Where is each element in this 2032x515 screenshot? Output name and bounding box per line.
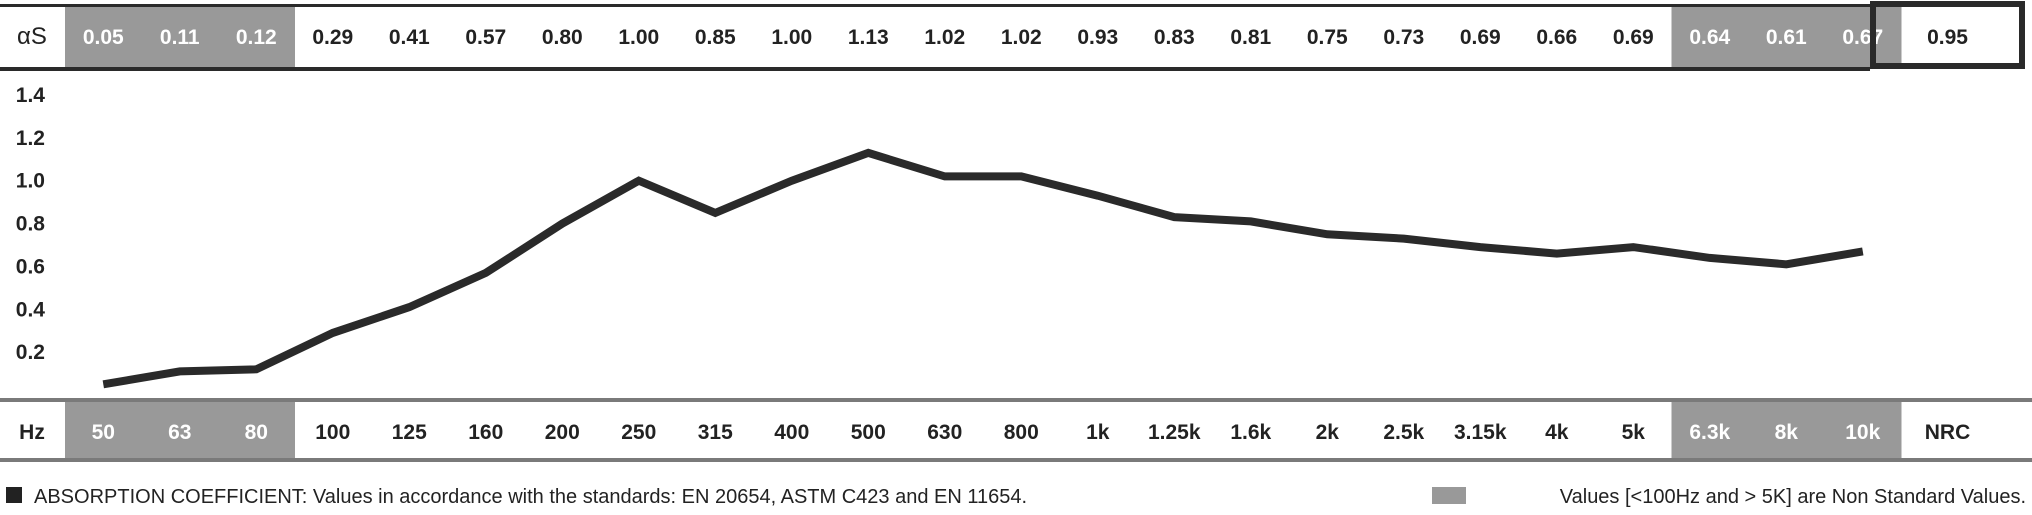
frequency-tick-label: 200 [545, 421, 580, 444]
y-tick-label: 1.2 [16, 127, 45, 150]
frequency-tick-label: 125 [392, 421, 427, 444]
top-row-lower-border [0, 67, 1870, 71]
alpha-value-label: 0.73 [1383, 26, 1424, 49]
alpha-value-label: 1.02 [924, 26, 965, 49]
alpha-cell-bg [65, 7, 142, 67]
freq-cell-bg [1824, 402, 1902, 458]
frequency-tick-label: 8k [1775, 421, 1799, 444]
frequency-tick-label: 1.25k [1148, 421, 1201, 444]
footer-right-text: Values [<100Hz and > 5K] are Non Standar… [1560, 486, 2026, 508]
alpha-value-label: 0.83 [1154, 26, 1195, 49]
frequency-tick-label: 400 [774, 421, 809, 444]
frequency-tick-label: 80 [245, 421, 268, 444]
alpha-row-label: αS [17, 23, 47, 50]
y-tick-label: 1.0 [16, 170, 45, 193]
frequency-tick-label: 2k [1316, 421, 1340, 444]
frequency-tick-label: 1k [1086, 421, 1110, 444]
alpha-value-label: 1.02 [1001, 26, 1042, 49]
nrc-label: NRC [1925, 421, 1971, 444]
legend-gray-swatch [1432, 487, 1466, 504]
frequency-tick-label: 2.5k [1383, 421, 1424, 444]
footer: ABSORPTION COEFFICIENT: Values in accord… [6, 486, 2026, 508]
alpha-value-label: 0.69 [1613, 26, 1654, 49]
alpha-value-label: 0.11 [160, 26, 200, 49]
alpha-cell-bg [1748, 7, 1825, 67]
frequency-tick-label: 100 [315, 421, 350, 444]
freq-cell-bg [65, 402, 142, 458]
alpha-value-row: αS 0.05 0.11 0.12 0.29 0.41 0.57 0.80 1.00 0.85 1.… [0, 1, 2025, 71]
alpha-value-label: 0.75 [1307, 26, 1348, 49]
alpha-cell-bg [218, 7, 295, 67]
y-tick-label: 0.4 [16, 298, 46, 321]
alpha-value-label: 0.81 [1230, 26, 1271, 49]
alpha-value-label: 0.85 [695, 26, 736, 49]
frequency-tick-label: 5k [1622, 421, 1646, 444]
alpha-value-label: 0.66 [1536, 26, 1577, 49]
legend-black-square [6, 487, 22, 503]
frequency-row: Hz 50 63 80 100 125 160 200 250 315 400 500 630 800 1k… [0, 398, 2032, 462]
frequency-tick-label: 315 [698, 421, 733, 444]
freq-cell-bg [1748, 402, 1825, 458]
frequency-tick-label: 10k [1845, 421, 1880, 444]
nrc-value: 0.95 [1927, 26, 1968, 49]
bottom-row-lower-border [0, 458, 2032, 462]
absorption-line [102, 148, 1864, 389]
y-axis: 0.2 0.4 0.6 0.8 1.0 1.2 1.4 [16, 84, 46, 364]
y-tick-label: 0.6 [16, 255, 45, 278]
alpha-value-label: 1.13 [848, 26, 889, 49]
y-tick-label: 0.2 [16, 341, 45, 364]
alpha-value-label: 0.29 [312, 26, 353, 49]
alpha-value-label: 0.61 [1766, 26, 1807, 49]
alpha-cell-bg [1671, 7, 1749, 67]
nrc-value-box [1870, 1, 2025, 69]
frequency-tick-label: 500 [851, 421, 886, 444]
y-tick-label: 1.4 [16, 84, 46, 107]
frequency-tick-label: 250 [621, 421, 656, 444]
alpha-value-label: 0.41 [389, 26, 430, 49]
frequency-tick-label: 6.3k [1689, 421, 1730, 444]
top-row-upper-border [0, 4, 1870, 7]
alpha-cell-bg [141, 7, 219, 67]
alpha-value-label: 0.93 [1077, 26, 1118, 49]
plot-area [102, 148, 1864, 389]
alpha-value-label: 1.00 [618, 26, 659, 49]
alpha-value-label: 0.64 [1689, 26, 1730, 49]
alpha-value-label: 0.69 [1460, 26, 1501, 49]
alpha-value-label: 0.12 [236, 26, 277, 49]
freq-cell-bg [218, 402, 295, 458]
frequency-tick-label: 4k [1545, 421, 1569, 444]
alpha-cell-bg [1824, 7, 1902, 67]
frequency-tick-label: 50 [92, 421, 115, 444]
hz-row-label: Hz [19, 421, 45, 444]
frequency-tick-label: 160 [468, 421, 503, 444]
freq-cell-bg [141, 402, 219, 458]
alpha-value-label: 0.80 [542, 26, 583, 49]
freq-cell-bg [1671, 402, 1749, 458]
alpha-value-label: 0.57 [465, 26, 506, 49]
y-tick-label: 0.8 [16, 213, 46, 236]
frequency-tick-label: 63 [168, 421, 191, 444]
alpha-value-label: 0.05 [83, 26, 124, 49]
frequency-tick-label: 630 [927, 421, 962, 444]
alpha-value-label: 1.00 [771, 26, 812, 49]
footer-left-text: ABSORPTION COEFFICIENT: Values in accord… [34, 486, 1027, 508]
frequency-tick-label: 1.6k [1230, 421, 1271, 444]
alpha-value-label: 0.67 [1842, 26, 1883, 49]
bottom-row-upper-border [0, 398, 2032, 402]
frequency-tick-label: 3.15k [1454, 421, 1507, 444]
frequency-tick-label: 800 [1004, 421, 1039, 444]
